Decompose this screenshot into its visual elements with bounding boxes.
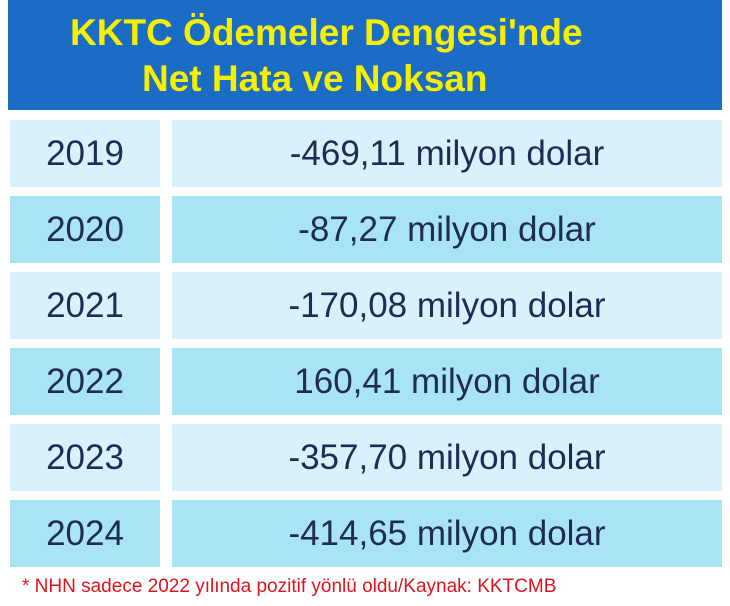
value-cell: -469,11 milyon dolar: [172, 120, 722, 187]
value-cell: -87,27 milyon dolar: [172, 196, 722, 263]
footnote: * NHN sadece 2022 yılında pozitif yönlü …: [22, 576, 557, 597]
year-cell: 2021: [10, 272, 160, 339]
value-cell: -357,70 milyon dolar: [172, 424, 722, 491]
table-row: 2022 160,41 milyon dolar: [10, 348, 722, 415]
value-cell: -170,08 milyon dolar: [172, 272, 722, 339]
table-row: 2021 -170,08 milyon dolar: [10, 272, 722, 339]
header: KKTC Ödemeler Dengesi'nde Net Hata ve No…: [8, 0, 722, 110]
year-cell: 2023: [10, 424, 160, 491]
value-cell: 160,41 milyon dolar: [172, 348, 722, 415]
table-row: 2023 -357,70 milyon dolar: [10, 424, 722, 491]
year-cell: 2019: [10, 120, 160, 187]
year-cell: 2024: [10, 500, 160, 567]
year-cell: 2020: [10, 196, 160, 263]
table-row: 2020 -87,27 milyon dolar: [10, 196, 722, 263]
value-cell: -414,65 milyon dolar: [172, 500, 722, 567]
table-row: 2019 -469,11 milyon dolar: [10, 120, 722, 187]
year-cell: 2022: [10, 348, 160, 415]
table-row: 2024 -414,65 milyon dolar: [10, 500, 722, 567]
title-line: KKTC Ödemeler Dengesi'nde: [70, 12, 583, 53]
title-line: Net Hata ve Noksan: [142, 58, 488, 99]
